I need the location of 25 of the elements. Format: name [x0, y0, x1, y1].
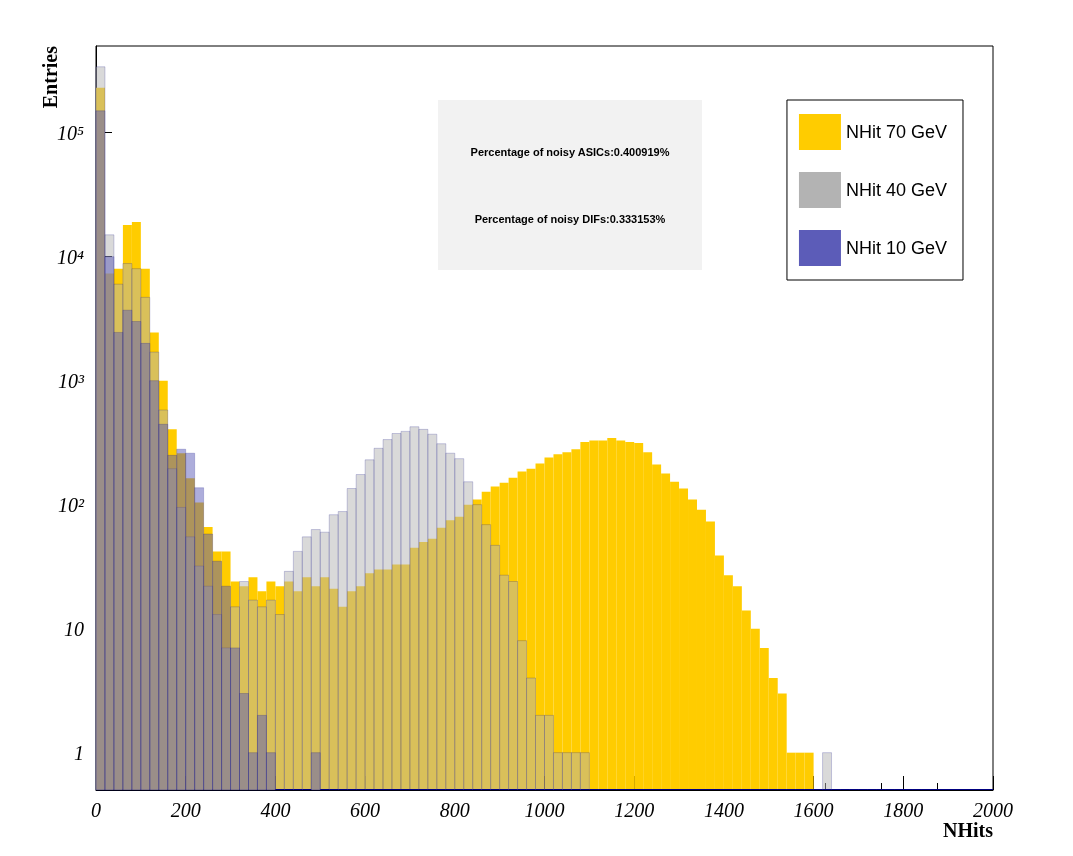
x-tick-label: 2000	[973, 799, 1013, 821]
x-tick-label: 1400	[703, 799, 744, 821]
annotation: Percentage of noisy ASICs:0.400919%	[470, 145, 670, 158]
x-tick-label: 600	[350, 799, 381, 821]
y-tick-label: 10²	[58, 493, 85, 516]
annotation: Percentage of noisy DIFs:0.333153%	[474, 212, 666, 225]
x-tick-label: 1800	[883, 799, 924, 821]
legend-label: NHit 70 GeV	[845, 122, 948, 142]
y-axis-title: Entries	[39, 45, 61, 109]
text-box: Percentage of noisy ASICs:0.400919% Percentage of noisy DIFs:0.333153%	[438, 100, 702, 270]
legend-label: NHit 40 GeV	[845, 180, 948, 200]
x-tick-label: 400	[260, 799, 291, 821]
x-tick-label: 800	[439, 799, 470, 821]
x-tick-label: 200	[170, 799, 201, 821]
legend-label: NHit 10 GeV	[845, 238, 948, 258]
y-tick-label: 1	[74, 741, 84, 764]
x-tick-label: 1000	[524, 799, 565, 821]
x-tick-label: 0	[91, 799, 101, 821]
x-tick-label: 1600	[793, 799, 834, 821]
y-tick-label: 10⁵	[57, 121, 85, 144]
x-axis-title: NHits	[943, 819, 994, 841]
y-tick-label: 10	[64, 617, 84, 640]
x-tick-label: 1200	[614, 799, 655, 821]
y-tick-label: 10³	[58, 369, 85, 392]
y-tick-label: 10⁴	[57, 245, 85, 268]
